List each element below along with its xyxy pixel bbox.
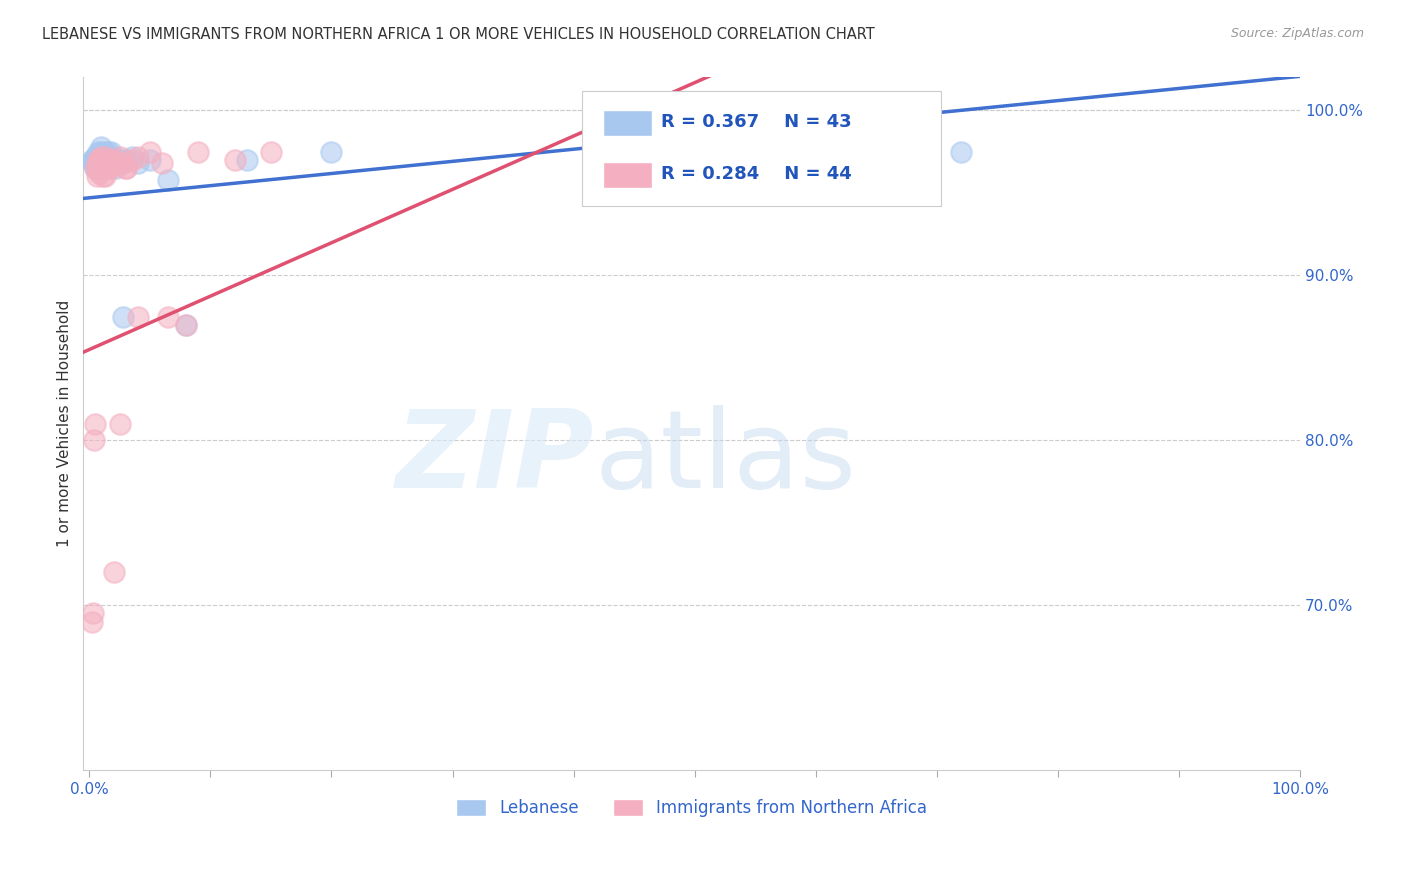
Point — [97, 156, 120, 170]
Point — [174, 318, 197, 332]
Point — [157, 172, 180, 186]
Point — [101, 150, 124, 164]
Text: ZIP: ZIP — [396, 405, 595, 511]
Point — [127, 150, 149, 164]
Point — [83, 434, 105, 448]
Point — [104, 161, 127, 175]
Point — [87, 161, 110, 175]
Y-axis label: 1 or more Vehicles in Household: 1 or more Vehicles in Household — [58, 300, 72, 548]
Point — [84, 417, 107, 431]
Point — [91, 169, 114, 184]
Point — [90, 150, 112, 164]
Point — [84, 161, 107, 175]
Point — [103, 565, 125, 579]
Point — [87, 145, 110, 159]
Text: LEBANESE VS IMMIGRANTS FROM NORTHERN AFRICA 1 OR MORE VEHICLES IN HOUSEHOLD CORR: LEBANESE VS IMMIGRANTS FROM NORTHERN AFR… — [42, 27, 875, 42]
Point — [108, 153, 131, 167]
Point — [103, 153, 125, 167]
Text: atlas: atlas — [595, 405, 856, 511]
Point — [101, 156, 124, 170]
Point — [82, 156, 104, 170]
Point — [104, 156, 127, 170]
Point — [94, 145, 117, 159]
Point — [139, 145, 162, 159]
Point — [114, 161, 136, 175]
Point — [91, 161, 114, 175]
Point — [139, 153, 162, 167]
Point — [90, 150, 112, 164]
Point — [96, 153, 118, 167]
Point — [98, 153, 121, 167]
Point — [150, 156, 173, 170]
Point — [80, 153, 103, 167]
Point — [174, 318, 197, 332]
Point — [103, 153, 125, 167]
Point — [93, 161, 115, 175]
Point — [89, 145, 111, 159]
Point — [96, 161, 118, 175]
Point — [96, 161, 118, 175]
Point — [90, 139, 112, 153]
Text: Source: ZipAtlas.com: Source: ZipAtlas.com — [1230, 27, 1364, 40]
Point — [86, 169, 108, 184]
Point — [112, 310, 135, 324]
Point — [93, 156, 115, 170]
Point — [224, 153, 246, 167]
Text: R = 0.284    N = 44: R = 0.284 N = 44 — [661, 165, 852, 184]
Bar — [603, 110, 651, 136]
Point — [97, 156, 120, 170]
Point — [96, 161, 118, 175]
Point — [90, 156, 112, 170]
Point — [950, 145, 973, 159]
Point — [87, 153, 110, 167]
Point — [260, 145, 283, 159]
Point — [98, 153, 121, 167]
Point — [91, 153, 114, 167]
Point — [86, 153, 108, 167]
Point — [89, 161, 111, 175]
Point — [87, 156, 110, 170]
Point — [108, 417, 131, 431]
Point — [84, 161, 107, 175]
Point — [108, 150, 131, 164]
Point — [91, 161, 114, 175]
Point — [87, 166, 110, 180]
Point — [82, 607, 104, 621]
Legend: Lebanese, Immigrants from Northern Africa: Lebanese, Immigrants from Northern Afric… — [450, 792, 934, 824]
FancyBboxPatch shape — [582, 91, 941, 205]
Point — [94, 153, 117, 167]
Point — [90, 156, 112, 170]
Bar — [603, 162, 651, 188]
Text: R = 0.367    N = 43: R = 0.367 N = 43 — [661, 113, 852, 131]
Point — [97, 150, 120, 164]
Point — [93, 156, 115, 170]
Point — [87, 161, 110, 175]
Point — [112, 156, 135, 170]
Point — [114, 161, 136, 175]
Point — [89, 153, 111, 167]
Point — [127, 156, 149, 170]
Point — [96, 145, 118, 159]
Point — [121, 153, 143, 167]
Point — [127, 310, 149, 324]
Point — [157, 310, 180, 324]
Point — [235, 153, 257, 167]
Point — [100, 145, 122, 159]
Point — [121, 150, 143, 164]
Point — [83, 153, 105, 167]
Point — [114, 153, 136, 167]
Point — [94, 169, 117, 184]
Point — [87, 156, 110, 170]
Point — [93, 150, 115, 164]
Point — [100, 161, 122, 175]
Point — [94, 150, 117, 164]
Point — [80, 615, 103, 629]
Point — [321, 145, 343, 159]
Point — [96, 156, 118, 170]
Point — [87, 150, 110, 164]
Point — [187, 145, 209, 159]
Point — [89, 153, 111, 167]
Point — [84, 150, 107, 164]
